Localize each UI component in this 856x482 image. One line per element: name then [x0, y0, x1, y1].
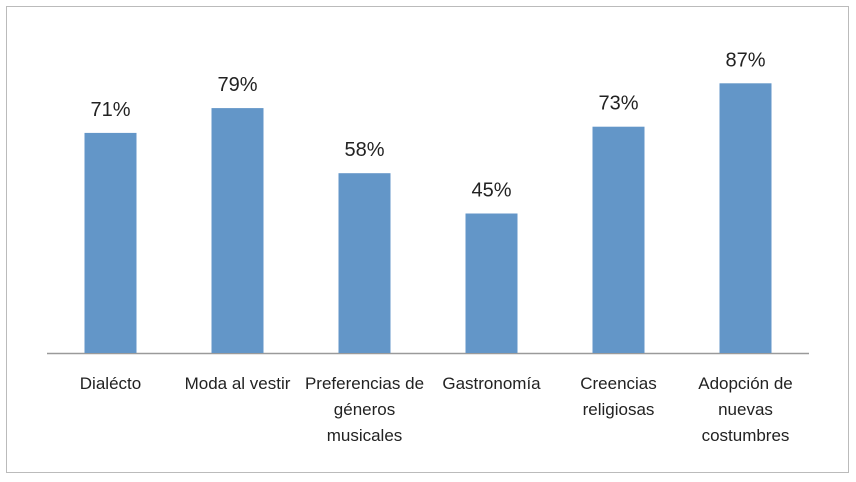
bar: [84, 132, 137, 353]
data-label: 79%: [217, 74, 257, 96]
x-tick-label: Gastronomía: [442, 374, 541, 393]
data-label: 45%: [471, 180, 511, 202]
x-tick-label: Creencias religiosas: [580, 374, 657, 419]
x-tick-label: Moda al vestir: [184, 374, 291, 393]
bar: [211, 108, 264, 353]
data-label: 58%: [344, 139, 384, 161]
bar: [592, 126, 645, 353]
data-label: 73%: [598, 93, 638, 115]
bar: [465, 213, 518, 353]
bar: [719, 83, 772, 354]
x-tick-label: Dialécto: [79, 374, 142, 393]
x-tick-label: Preferencias de géneros musicales: [304, 374, 425, 445]
bar: [338, 173, 391, 353]
chart-border: [6, 6, 849, 473]
data-label: 71%: [90, 99, 130, 121]
data-label: 87%: [725, 49, 765, 71]
x-tick-label: Adopción de nuevas costumbres: [698, 374, 793, 445]
